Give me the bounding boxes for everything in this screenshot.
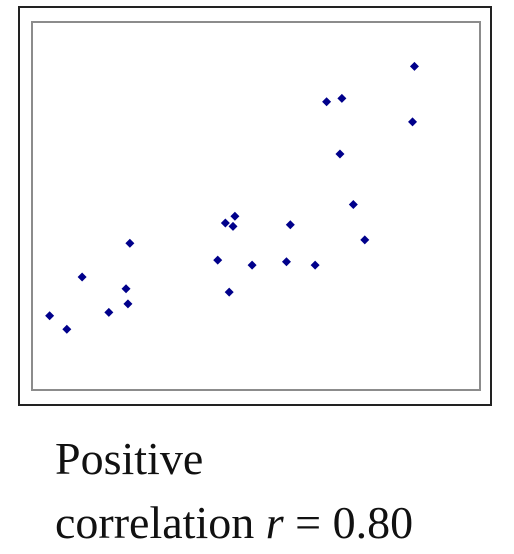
data-point-3	[77, 272, 87, 282]
data-point-9	[220, 218, 230, 228]
scatter-chart	[18, 6, 492, 406]
plot-inner-frame	[31, 21, 481, 391]
data-point-23	[409, 61, 419, 71]
data-point-14	[281, 257, 291, 267]
data-point-18	[335, 149, 345, 159]
data-point-12	[230, 211, 240, 221]
data-point-16	[310, 260, 320, 270]
scatter-points	[45, 61, 419, 334]
scatter-plot-area	[31, 21, 481, 391]
data-point-7	[125, 238, 135, 248]
caption-prefix: correlation	[55, 497, 266, 548]
data-point-5	[121, 284, 131, 294]
data-point-1	[45, 311, 55, 321]
correlation-value: = 0.80	[283, 497, 414, 548]
data-point-13	[247, 260, 257, 270]
data-point-21	[360, 235, 370, 245]
data-point-10	[224, 287, 234, 297]
data-point-15	[285, 220, 295, 230]
data-point-17	[322, 97, 332, 107]
data-point-4	[104, 307, 114, 317]
data-point-20	[348, 200, 358, 209]
correlation-variable: r	[265, 497, 284, 548]
caption-line-2: correlation r = 0.80	[55, 500, 413, 546]
data-point-8	[213, 255, 223, 265]
data-point-2	[62, 324, 72, 334]
data-point-11	[228, 221, 238, 231]
caption-line-1: Positive	[55, 433, 204, 484]
data-point-19	[337, 93, 347, 103]
data-point-22	[408, 117, 418, 127]
data-point-6	[123, 299, 133, 309]
